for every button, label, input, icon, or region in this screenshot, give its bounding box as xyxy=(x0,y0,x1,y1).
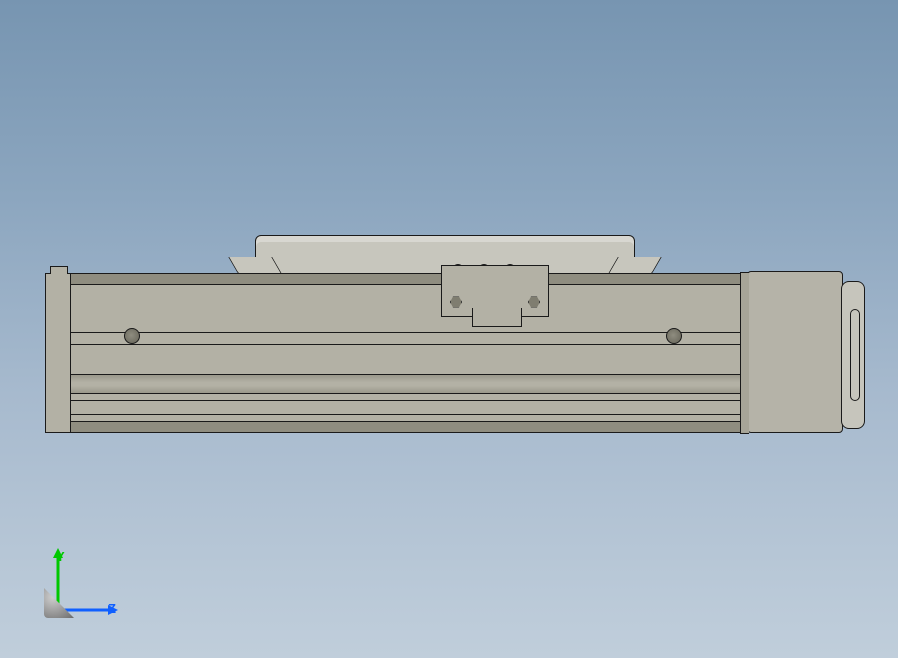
axis-label-z: Z xyxy=(108,601,116,616)
rail-edge xyxy=(46,400,746,401)
extrusion-beam xyxy=(45,273,745,433)
model-assembly xyxy=(45,235,865,435)
rail-edge xyxy=(46,332,746,333)
view-triad[interactable]: Y Z xyxy=(38,544,128,624)
motor-body xyxy=(747,271,843,433)
counterbore-icon xyxy=(666,328,682,344)
rail-edge xyxy=(46,344,746,345)
motor-end-face xyxy=(841,281,865,429)
motor-block xyxy=(747,265,865,437)
center-fitting-block xyxy=(441,265,549,317)
counterbore-icon xyxy=(124,328,140,344)
end-cap-tab xyxy=(50,266,68,274)
hex-bolt-icon xyxy=(528,296,540,308)
hex-bolt-icon xyxy=(450,296,462,308)
axis-label-y: Y xyxy=(56,549,65,564)
rail-edge xyxy=(46,414,746,415)
t-slot xyxy=(46,374,746,394)
end-cap-left xyxy=(45,273,71,433)
cad-viewport[interactable]: Y Z xyxy=(0,0,898,658)
